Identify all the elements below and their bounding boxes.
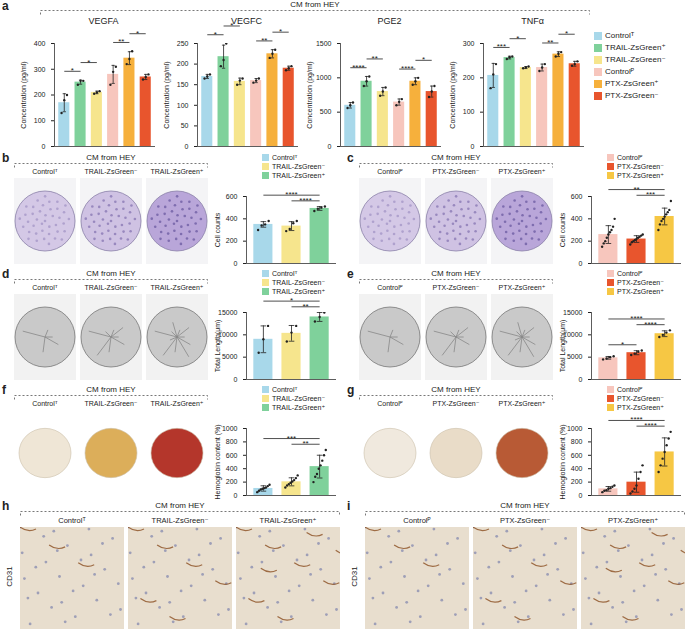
svg-text:*: *	[87, 58, 90, 67]
svg-text:0: 0	[234, 492, 238, 499]
svg-text:*: *	[214, 30, 217, 39]
svg-text:15000: 15000	[563, 309, 583, 316]
svg-text:200: 200	[571, 237, 583, 244]
svg-text:Cell counts: Cell counts	[559, 212, 566, 247]
svg-text:**: **	[302, 302, 308, 311]
svg-text:500: 500	[320, 108, 332, 115]
svg-text:Cell counts: Cell counts	[214, 212, 221, 247]
svg-text:****: ****	[644, 320, 656, 329]
svg-text:**: **	[372, 54, 378, 63]
svg-text:600: 600	[226, 193, 238, 200]
svg-text:300: 300	[34, 65, 46, 72]
svg-text:200: 200	[226, 237, 238, 244]
svg-text:400: 400	[226, 465, 238, 472]
svg-text:*: *	[516, 34, 519, 43]
svg-text:**: **	[633, 185, 639, 194]
svg-text:****: ****	[352, 63, 364, 72]
svg-text:***: ***	[497, 42, 506, 51]
svg-text:400: 400	[571, 465, 583, 472]
svg-text:0: 0	[579, 260, 583, 267]
svg-text:Concentration (pg/ml): Concentration (pg/ml)	[163, 61, 171, 128]
svg-text:****: ****	[285, 190, 297, 199]
svg-text:Concentration (pg/ml): Concentration (pg/ml)	[449, 61, 457, 128]
svg-text:600: 600	[226, 452, 238, 459]
svg-text:***: ***	[646, 190, 655, 199]
svg-text:Concentration (pg/ml): Concentration (pg/ml)	[20, 61, 28, 128]
svg-text:0: 0	[185, 143, 189, 150]
svg-text:200: 200	[34, 91, 46, 98]
svg-text:0: 0	[579, 376, 583, 383]
svg-text:*: *	[565, 29, 568, 38]
svg-text:50: 50	[181, 122, 189, 129]
svg-text:*: *	[290, 296, 293, 305]
svg-text:150: 150	[177, 81, 189, 88]
svg-text:300: 300	[463, 40, 475, 47]
svg-text:200: 200	[571, 478, 583, 485]
svg-text:Hemoglobin content (%): Hemoglobin content (%)	[214, 424, 222, 499]
svg-text:200: 200	[463, 74, 475, 81]
svg-text:800: 800	[571, 438, 583, 445]
svg-text:200: 200	[226, 478, 238, 485]
svg-text:*: *	[279, 27, 282, 36]
svg-text:100: 100	[463, 108, 475, 115]
svg-text:0: 0	[328, 143, 332, 150]
svg-text:250: 250	[177, 40, 189, 47]
svg-text:5000: 5000	[567, 353, 583, 360]
svg-text:****: ****	[401, 64, 413, 73]
svg-text:**: **	[261, 36, 267, 45]
svg-text:800: 800	[226, 438, 238, 445]
svg-text:100: 100	[34, 117, 46, 124]
svg-text:****: ****	[630, 415, 642, 424]
svg-text:**: **	[118, 37, 124, 46]
svg-text:400: 400	[34, 40, 46, 47]
svg-text:600: 600	[571, 193, 583, 200]
svg-text:0: 0	[234, 260, 238, 267]
svg-text:**: **	[302, 439, 308, 448]
svg-text:*: *	[422, 55, 425, 64]
svg-text:1500: 1500	[316, 40, 332, 47]
svg-text:400: 400	[571, 215, 583, 222]
svg-text:100: 100	[177, 102, 189, 109]
svg-text:Total Length(μm): Total Length(μm)	[214, 320, 222, 373]
svg-text:****: ****	[299, 196, 311, 205]
svg-text:*: *	[136, 29, 139, 38]
svg-text:Hemoglobin content (%): Hemoglobin content (%)	[559, 424, 567, 499]
svg-text:200: 200	[177, 60, 189, 67]
svg-text:5000: 5000	[222, 353, 238, 360]
svg-text:15000: 15000	[218, 309, 238, 316]
svg-text:*: *	[621, 340, 624, 349]
svg-text:*: *	[71, 66, 74, 75]
svg-text:600: 600	[571, 452, 583, 459]
svg-text:*: *	[230, 21, 233, 30]
svg-text:Concentration (pg/ml): Concentration (pg/ml)	[306, 61, 314, 128]
svg-text:1000: 1000	[222, 425, 238, 432]
svg-text:**: **	[547, 38, 553, 47]
svg-text:****: ****	[630, 314, 642, 323]
svg-text:0: 0	[471, 143, 475, 150]
svg-text:1000: 1000	[316, 74, 332, 81]
svg-text:0: 0	[579, 492, 583, 499]
svg-text:Total Length(μm): Total Length(μm)	[559, 320, 567, 373]
svg-text:1000: 1000	[567, 425, 583, 432]
svg-text:400: 400	[226, 215, 238, 222]
svg-text:***: ***	[287, 434, 296, 443]
svg-text:****: ****	[644, 421, 656, 430]
svg-text:0: 0	[42, 143, 46, 150]
svg-text:0: 0	[234, 376, 238, 383]
